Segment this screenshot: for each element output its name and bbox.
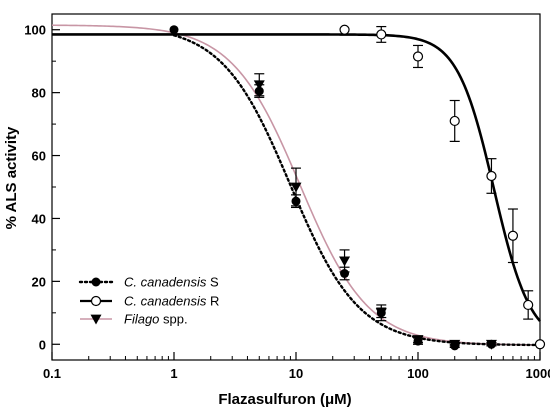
legend-label-italic: C. canadensis [124,275,207,290]
data-point [449,115,460,127]
y-axis-ticks: 0 20 40 60 80 100 [24,23,60,352]
data-point [253,80,265,91]
fit-curve [52,33,542,322]
y-tick-label: 20 [32,274,46,289]
fit-curve [172,34,542,347]
data-point [290,182,302,193]
legend-label: C. canadensis S [124,275,219,290]
legend-label-suffix: S [206,275,219,290]
y-axis-title: % ALS activity [3,126,20,229]
legend-label: C. canadensis R [124,294,219,309]
legend-marker [90,295,102,307]
y-tick-label: 80 [32,86,46,101]
legend-marker [90,314,102,325]
x-tick-label: 10 [289,366,303,381]
data-point [339,24,350,35]
x-tick-label: 1 [170,366,177,381]
y-tick-label: 40 [32,211,46,226]
y-tick-label: 0 [39,337,46,352]
data-point [254,86,264,96]
data-point [507,230,519,241]
legend-label-italic: Filago [124,312,159,327]
legend-label: Filago spp. [124,312,188,327]
data-points [169,24,546,351]
data-point [412,51,424,62]
data-point [376,29,387,40]
data-point [486,170,497,182]
legend-marker [91,277,101,287]
legend-label-suffix: R [206,294,219,309]
x-axis-title: Flazasulfuron (μM) [218,391,351,408]
data-point [523,299,534,311]
data-point [534,339,546,350]
data-point [376,308,386,318]
legend-label-suffix: spp. [159,312,187,327]
data-point [450,341,460,351]
data-point [291,196,301,206]
data-point [413,336,423,346]
data-point [486,339,496,349]
data-point [340,269,350,278]
x-tick-label: 100 [407,366,429,381]
data-point [339,256,351,267]
y-tick-label: 60 [32,149,46,164]
y-tick-label: 100 [24,23,46,38]
x-tick-label: 0.1 [43,366,61,381]
legend-label-italic: C. canadensis [124,294,207,309]
data-point [169,25,179,35]
